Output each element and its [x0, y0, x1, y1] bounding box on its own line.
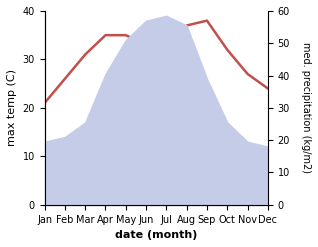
X-axis label: date (month): date (month): [115, 230, 197, 240]
Y-axis label: med. precipitation (kg/m2): med. precipitation (kg/m2): [301, 42, 311, 173]
Y-axis label: max temp (C): max temp (C): [7, 69, 17, 146]
